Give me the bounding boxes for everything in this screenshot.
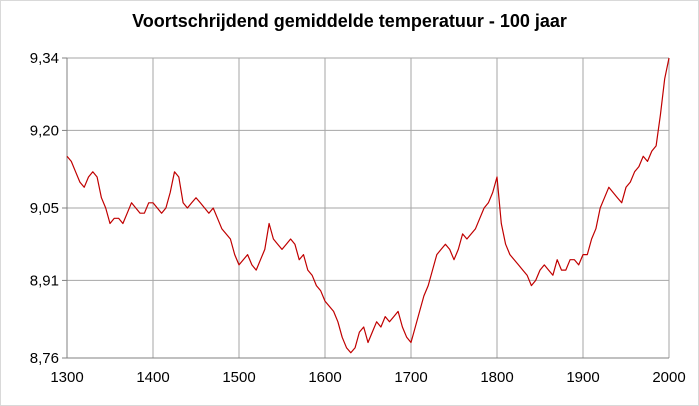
y-tick-label-4: 9,34 bbox=[30, 50, 59, 67]
x-tick-label-0: 1300 bbox=[50, 369, 83, 386]
axes bbox=[62, 57, 669, 359]
x-tick-label-2: 1500 bbox=[222, 369, 255, 386]
y-tick-label-0: 8,76 bbox=[30, 350, 59, 367]
series-group bbox=[66, 57, 670, 354]
y-tick-label-3: 9,20 bbox=[30, 122, 59, 139]
y-tick-label-2: 9,05 bbox=[30, 200, 59, 217]
y-tick-label-1: 8,91 bbox=[30, 272, 59, 289]
chart-title: Voortschrijdend gemiddelde temperatuur -… bbox=[132, 11, 567, 31]
tick-labels: 1300 1400 1500 1600 1700 1800 1900 2000 8,76 8,91… bbox=[30, 50, 686, 386]
x-tick-label-5: 1800 bbox=[480, 369, 513, 386]
x-tick-label-7: 2000 bbox=[652, 369, 685, 386]
x-tick-label-3: 1600 bbox=[308, 369, 341, 386]
x-tick-label-4: 1700 bbox=[394, 369, 427, 386]
series-line-0 bbox=[66, 57, 670, 354]
x-tick-label-1: 1400 bbox=[136, 369, 169, 386]
x-tick-label-6: 1900 bbox=[566, 369, 599, 386]
